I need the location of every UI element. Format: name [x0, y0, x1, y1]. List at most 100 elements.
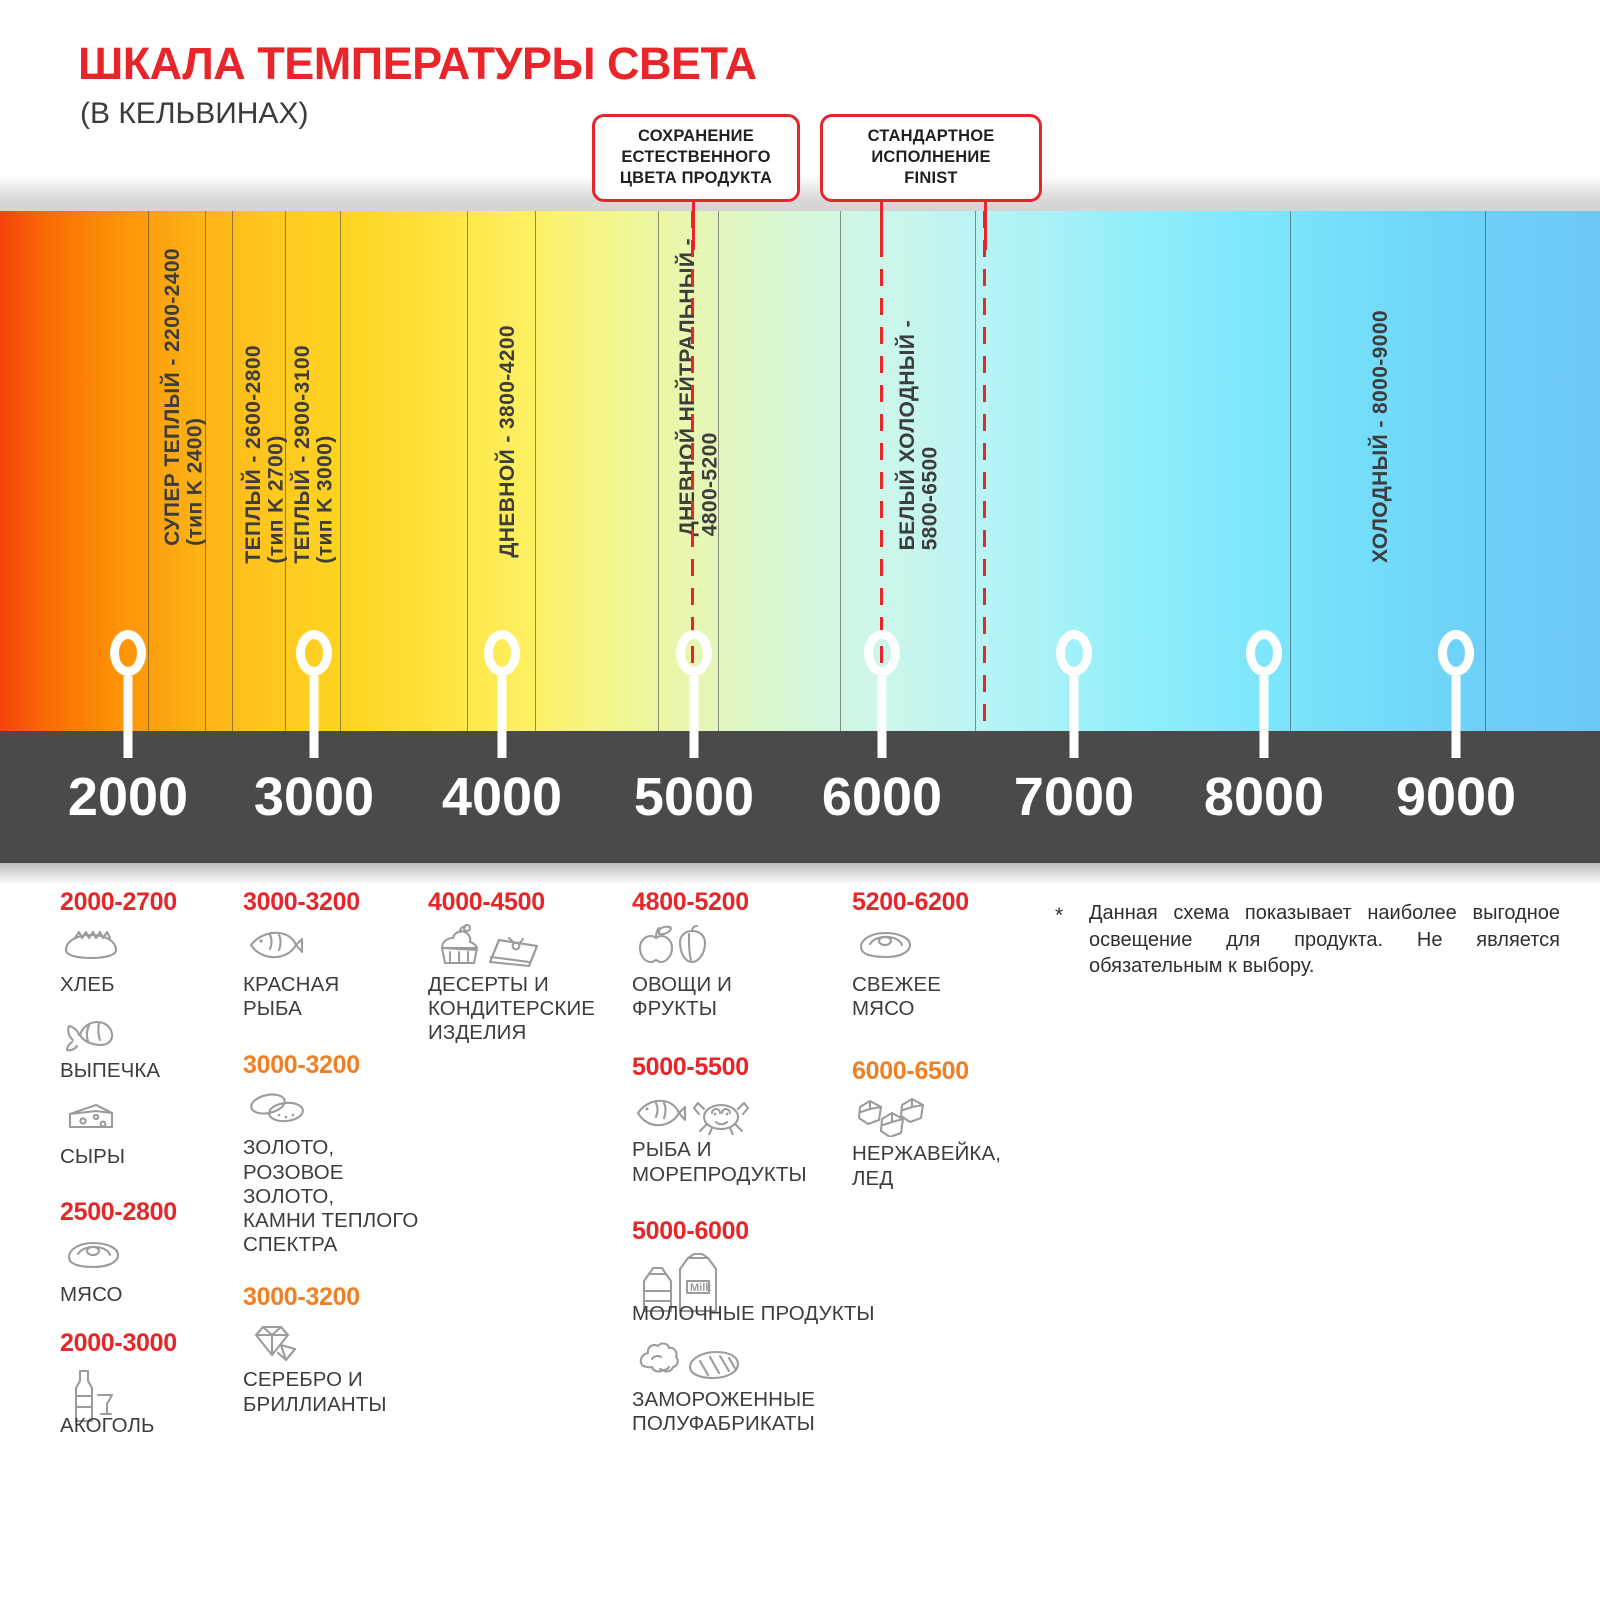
- legend-item: КРАСНАЯ РЫБА: [243, 924, 433, 1021]
- tick-label-6000: 6000: [821, 767, 943, 827]
- callout-line: ЕСТЕСТВЕННОГО: [621, 148, 771, 167]
- legend-range-label: 5200-6200: [852, 888, 969, 916]
- band-label-sub: 5800-6500: [918, 446, 942, 551]
- footnote-marker: *: [1055, 904, 1064, 927]
- legend-group: 2000-2700 ХЛЕБ ВЫПЕЧКА СЫРЫ: [60, 888, 250, 1170]
- band-divider: [1485, 211, 1486, 731]
- band-label-main: ТЕПЛЫЙ - 2900-3100: [291, 345, 314, 564]
- legend-range-label: 2500-2800: [60, 1197, 177, 1226]
- scale-pin-4000: [472, 630, 532, 758]
- pin-ring: [676, 630, 712, 676]
- legend-range-label: 2000-2700: [60, 888, 177, 916]
- legend-item: Milk МОЛОЧНЫЕ ПРОДУКТЫ: [632, 1252, 932, 1326]
- legend-item: МЯСО: [60, 1234, 250, 1307]
- legend-range-label: 4000-4500: [428, 888, 545, 916]
- band-label-1: СУПЕР ТЕПЛЫЙ - 2200-2400 (тип K 2400): [161, 248, 207, 546]
- band-label-main: ДНЕВНОЙ - 3800-4200: [496, 325, 519, 558]
- red-dashed-marker: [880, 211, 883, 731]
- legend-item: РЫБА И МОРЕПРОДУКТЫ: [632, 1089, 932, 1186]
- scale-bar-shadow: [0, 863, 1600, 885]
- scale-pin-6000: [852, 630, 912, 758]
- callout-stem: [880, 193, 883, 250]
- frozen-food-icon: [632, 1339, 932, 1385]
- legend-group: 3000-3200 СЕРЕБРО И БРИЛЛИАНТЫ: [243, 1283, 433, 1416]
- legend-group: 5000-6000 Milk МОЛОЧНЫЕ ПРОДУКТЫ ЗАМОРОЖЕНН…: [632, 1217, 932, 1437]
- footnote: * Данная схема показывает наиболее выгод…: [1055, 900, 1560, 980]
- legend-group: 3000-3200 ЗОЛОТО, РОЗОВОЕ ЗОЛОТО, КАМНИ Т…: [243, 1051, 433, 1257]
- legend-item-caption: СЕРЕБРО И БРИЛЛИАНТЫ: [243, 1368, 387, 1416]
- scale-pin-9000: [1426, 630, 1486, 758]
- tick-label-8000: 8000: [1203, 767, 1325, 827]
- steak-icon: [60, 1234, 250, 1280]
- band-label-sub: 4800-5200: [698, 432, 722, 537]
- band-divider: [340, 211, 341, 731]
- legend-range-label: 5000-5500: [632, 1053, 749, 1082]
- legend-item: СЫРЫ: [60, 1096, 250, 1169]
- legend-group: 4800-5200 ОВОЩИ И ФРУКТЫ: [632, 888, 932, 1021]
- ice-cubes-icon: [852, 1093, 1042, 1139]
- band-label-3: ТЕПЛЫЙ - 2900-3100 (тип K 3000): [291, 345, 337, 564]
- scale-pin-5000: [664, 630, 724, 758]
- callout-stem: [692, 193, 695, 250]
- legend-item: ОВОЩИ И ФРУКТЫ: [632, 924, 932, 1021]
- page-title: ШКАЛА ТЕМПЕРАТУРЫ СВЕТА: [78, 38, 757, 89]
- strip-top-shadow: [0, 175, 1600, 213]
- legend-item: СВЕЖЕЕ МЯСО: [852, 924, 1042, 1021]
- red-dashed-marker: [983, 211, 986, 731]
- callout-stem: [984, 193, 987, 250]
- scale-pin-3000: [284, 630, 344, 758]
- legend-range-label: 3000-3200: [243, 1051, 360, 1080]
- legend-item: ЗОЛОТО, РОЗОВОЕ ЗОЛОТО, КАМНИ ТЕПЛОГО СП…: [243, 1087, 433, 1257]
- legend-item-caption: СВЕЖЕЕ МЯСО: [852, 973, 942, 1021]
- band-label-main: СУПЕР ТЕПЛЫЙ - 2200-2400: [161, 248, 184, 546]
- band-label-sub: (тип K 2700): [264, 435, 288, 564]
- cake-dessert-icon: [428, 924, 623, 970]
- band-divider: [467, 211, 468, 731]
- scale-pin-7000: [1044, 630, 1104, 758]
- legend-item-caption: ЗОЛОТО, РОЗОВОЕ ЗОЛОТО, КАМНИ ТЕПЛОГО СП…: [243, 1136, 419, 1257]
- legend-item-caption: НЕРЖАВЕЙКА, ЛЕД: [852, 1142, 1002, 1190]
- svg-text:Milk: Milk: [690, 1282, 712, 1294]
- band-divider: [975, 211, 976, 731]
- legend-column-2: 3000-3200 КРАСНАЯ РЫБА 3000-3200 ЗОЛОТО, РО…: [243, 888, 433, 1430]
- scale-pin-2000: [98, 630, 158, 758]
- legend-item: ЗАМОРОЖЕННЫЕ ПОЛУФАБРИКАТЫ: [632, 1339, 932, 1436]
- pin-ring: [864, 630, 900, 676]
- callout-line: СОХРАНЕНИЕ: [638, 127, 754, 145]
- red-dashed-marker: [691, 211, 694, 731]
- legend-group: 2500-2800 МЯСО: [60, 1198, 250, 1307]
- diamond-icon: [243, 1319, 433, 1365]
- legend-item: ВЫПЕЧКА: [60, 1010, 250, 1083]
- band-label-2: ТЕПЛЫЙ - 2600-2800 (тип K 2700): [242, 345, 288, 564]
- footnote-text: Данная схема показывает наиболее выгодно…: [1089, 902, 1560, 978]
- pin-ring: [296, 630, 332, 676]
- gradient-fill: [0, 211, 1600, 731]
- pin-stem: [1069, 676, 1079, 758]
- band-label-7: ХОЛОДНЫЙ - 8000-9000: [1369, 310, 1393, 563]
- tick-label-2000: 2000: [67, 767, 189, 827]
- legend-item-caption: ХЛЕБ: [60, 973, 115, 996]
- croissant-icon: [60, 1010, 250, 1056]
- bread-icon: [60, 924, 250, 970]
- legend-group: 3000-3200 КРАСНАЯ РЫБА: [243, 888, 433, 1021]
- legend-column-4: 4800-5200 ОВОЩИ И ФРУКТЫ 5000-5500 РЫБА И М…: [632, 888, 932, 1449]
- fish-icon: [243, 924, 433, 970]
- legend-item-caption: АКОГОЛЬ: [60, 1413, 155, 1437]
- legend-column-1: 2000-2700 ХЛЕБ ВЫПЕЧКА СЫРЫ 2500-2800 МЯСО 200…: [60, 888, 250, 1451]
- callout-line: ЦВЕТА ПРОДУКТА: [619, 169, 773, 188]
- legend-item-caption: СЫРЫ: [60, 1145, 126, 1169]
- legend-group: 6000-6500 НЕРЖАВЕЙКА, ЛЕД: [852, 1057, 1042, 1190]
- legend-item-caption: РЫБА И МОРЕПРОДУКТЫ: [632, 1138, 807, 1186]
- color-temperature-strip: СУПЕР ТЕПЛЫЙ - 2200-2400 (тип K 2400) ТЕПЛ…: [0, 211, 1600, 731]
- legend-item-caption: ДЕСЕРТЫ И КОНДИТЕРСКИЕ ИЗДЕЛИЯ: [428, 973, 596, 1045]
- legend-column-3: 4000-4500 ДЕСЕРТЫ И КОНДИТЕРСКИЕ ИЗДЕЛИЯ: [428, 888, 623, 1059]
- pin-ring: [484, 630, 520, 676]
- band-label-main: ДНЕВНОЙ НЕЙТРАЛЬНЫЙ -: [676, 238, 699, 537]
- pin-ring: [1056, 630, 1092, 676]
- band-label-sub: (тип K 2400): [183, 417, 207, 546]
- pin-stem: [1451, 676, 1461, 758]
- legend-range-label: 3000-3200: [243, 1283, 360, 1312]
- band-label-main: ТЕПЛЫЙ - 2600-2800: [242, 345, 265, 564]
- legend-item: СЕРЕБРО И БРИЛЛИАНТЫ: [243, 1319, 433, 1416]
- band-label-main: ХОЛОДНЫЙ - 8000-9000: [1369, 310, 1392, 563]
